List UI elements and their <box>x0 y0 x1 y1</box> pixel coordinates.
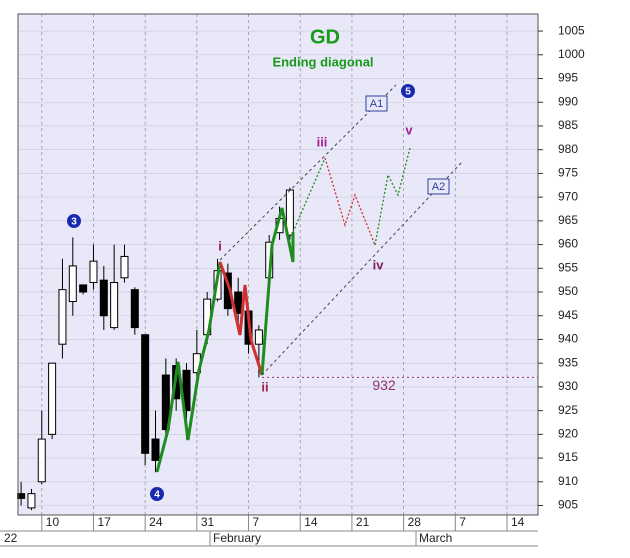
candle-body <box>254 329 263 345</box>
y-tick-label: 975 <box>558 166 578 180</box>
wave-overlay <box>155 84 463 473</box>
month-label: 22 <box>4 531 18 545</box>
candle-body <box>68 265 77 303</box>
x-tick-label: 21 <box>356 515 370 529</box>
y-tick-label: 955 <box>558 260 578 274</box>
grid <box>18 14 538 515</box>
projection-line <box>324 157 376 246</box>
candle-body <box>58 289 67 345</box>
candle-body <box>17 493 26 499</box>
x-tick-label: 28 <box>408 515 422 529</box>
x-tick-label: 14 <box>511 515 525 529</box>
plot-frame <box>17 13 539 516</box>
x-tick-label: 7 <box>459 515 466 529</box>
wave-line <box>218 261 264 376</box>
candle-body <box>37 438 46 483</box>
y-tick-label: 965 <box>558 213 578 227</box>
y-tick-label: 930 <box>558 379 578 393</box>
candle-body <box>89 260 98 284</box>
candle-body <box>161 374 170 431</box>
trendline-badge <box>365 95 388 112</box>
x-tick-label: 10 <box>46 515 60 529</box>
projection-line <box>292 157 326 233</box>
wave-label: v <box>405 122 413 137</box>
candle-body <box>48 362 57 435</box>
month-label: March <box>419 531 452 545</box>
trendline-badge <box>427 178 450 195</box>
plot-area <box>18 14 538 515</box>
x-tick-label: 24 <box>149 515 163 529</box>
candle-body <box>27 493 36 509</box>
wave-label: iv <box>373 257 385 272</box>
y-tick-label: 995 <box>558 71 578 85</box>
support-label: 932 <box>372 377 396 393</box>
y-tick-label: 945 <box>558 308 578 322</box>
y-tick-label: 985 <box>558 118 578 132</box>
candle-body <box>120 255 129 279</box>
x-tick-label: 31 <box>201 515 215 529</box>
y-tick-label: 1000 <box>558 47 585 61</box>
candle-body <box>141 334 150 454</box>
y-tick-label: 910 <box>558 474 578 488</box>
y-tick-label: 960 <box>558 237 578 251</box>
y-tick-label: 935 <box>558 355 578 369</box>
wave-label: i <box>218 238 222 253</box>
x-tick-label: 7 <box>253 515 260 529</box>
candle-body <box>99 279 108 317</box>
wave-count: 5 <box>405 87 411 98</box>
wave-count: 4 <box>154 490 160 501</box>
wave-count-badge <box>67 214 81 228</box>
y-tick-label: 1005 <box>558 23 585 37</box>
month-label: February <box>213 531 261 545</box>
channel-line <box>219 84 397 261</box>
y-tick-label: 980 <box>558 142 578 156</box>
candle-body <box>79 284 88 293</box>
projection-line <box>374 147 411 246</box>
trendline-label: A2 <box>432 181 445 193</box>
candle-body <box>234 291 243 314</box>
x-tick-label: 17 <box>97 515 111 529</box>
y-tick-label: 950 <box>558 284 578 298</box>
y-tick-label: 905 <box>558 498 578 512</box>
candle-body <box>130 289 139 329</box>
channel-line <box>261 161 463 376</box>
y-tick-label: 915 <box>558 450 578 464</box>
y-tick-label: 925 <box>558 403 578 417</box>
wave-label: ii <box>261 379 268 394</box>
wave-line <box>155 261 222 473</box>
y-tick-label: 990 <box>558 94 578 108</box>
wave-count-badge <box>150 487 164 501</box>
y-tick-label: 970 <box>558 189 578 203</box>
candle-body <box>151 438 160 461</box>
y-tick-label: 940 <box>558 332 578 346</box>
trendline-label: A1 <box>370 98 383 110</box>
chart-subtitle: Ending diagonal <box>272 54 373 69</box>
candle-body <box>110 282 119 329</box>
chart-title: GD <box>310 26 340 48</box>
x-tick-label: 14 <box>304 515 318 529</box>
wave-label: iii <box>317 134 328 149</box>
wave-line <box>260 207 295 376</box>
wave-count-badge <box>401 84 415 98</box>
y-tick-label: 920 <box>558 427 578 441</box>
wave-count: 3 <box>71 217 77 228</box>
